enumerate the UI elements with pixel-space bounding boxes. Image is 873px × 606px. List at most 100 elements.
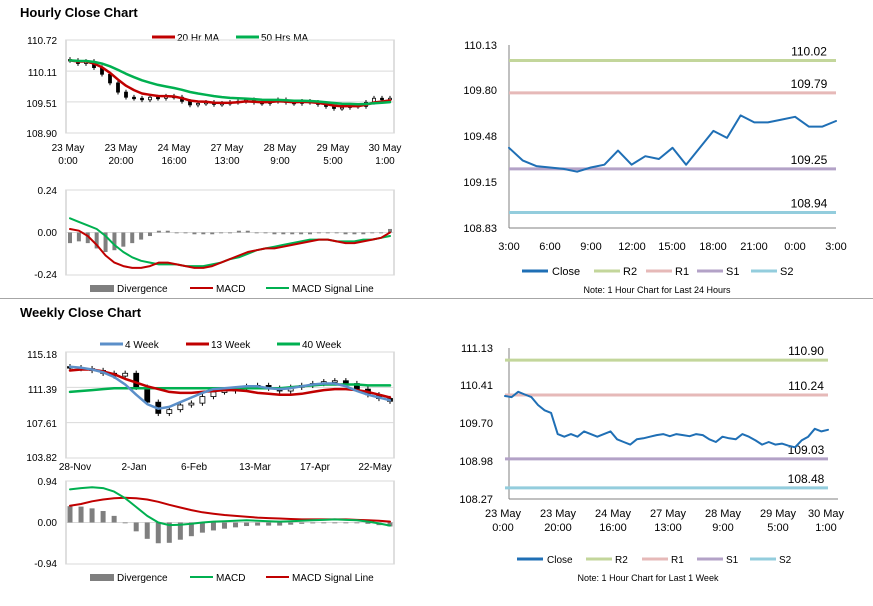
divergence-bar — [148, 232, 152, 237]
divergence-bar — [183, 232, 188, 234]
divergence-bar — [361, 232, 366, 235]
divergence-bar — [263, 232, 268, 234]
y-tick: 0.00 — [38, 228, 58, 239]
divergence-bar — [245, 230, 250, 233]
candle-body — [124, 91, 128, 98]
legend: 20 Hr MA 50 Hrs MA — [152, 33, 309, 44]
divergence-bar — [281, 232, 286, 235]
legend-r2: R2 — [623, 266, 637, 278]
divergence-bar — [111, 515, 117, 523]
level-label-s1: 109.03 — [788, 443, 825, 457]
candle-body — [166, 409, 173, 414]
y-axis: 110.72 110.11 109.51 108.90 — [26, 36, 57, 140]
y-tick: 110.11 — [28, 68, 58, 79]
level-label-r2: 110.90 — [788, 344, 824, 358]
x-tick: 5:00 — [767, 522, 788, 534]
x-tick: 27 May — [211, 143, 244, 154]
x-tick: 9:00 — [270, 156, 290, 167]
divergence-bar — [121, 232, 126, 247]
level-label-r2: 110.02 — [791, 44, 827, 58]
divergence-bar — [144, 522, 150, 539]
legend-macd: MACD — [216, 284, 245, 295]
chart-note: Note: 1 Hour Chart for Last 1 Week — [578, 573, 719, 583]
x-tick: 27 May — [650, 508, 687, 520]
legend: 4 Week 13 Week 40 Week — [100, 340, 342, 351]
level-label-r1: 110.24 — [788, 379, 824, 393]
legend-s1: S1 — [726, 266, 739, 278]
legend-swatch-divergence — [90, 574, 114, 581]
level-label-s2: 108.94 — [791, 197, 828, 211]
y-tick: 111.13 — [461, 343, 493, 355]
divergence-bar — [332, 522, 338, 524]
x-tick: 23 May — [540, 508, 577, 520]
divergence-bar — [299, 522, 305, 524]
x-tick: 0:00 — [492, 522, 513, 534]
divergence-bar — [272, 232, 277, 235]
ma4-line — [68, 365, 392, 410]
divergence-bar — [192, 232, 197, 235]
x-tick: 20:00 — [108, 156, 133, 167]
plot-frame — [65, 351, 395, 459]
x-tick: 22-May — [358, 462, 391, 473]
candle-body — [133, 372, 140, 388]
divergence-bar — [89, 508, 95, 523]
x-tick: 13-Mar — [239, 462, 271, 473]
divergence-bar — [130, 232, 135, 244]
divergence-bar — [244, 522, 250, 527]
divergence-bar — [290, 232, 295, 235]
divergence-bar — [100, 511, 106, 523]
divergence-bar — [299, 232, 304, 235]
y-tick: 108.27 — [459, 494, 493, 506]
x-axis: 28-Nov 2-Jan 6-Feb 13-Mar 17-Apr 22-May — [59, 462, 392, 473]
x-tick: 30 May — [369, 143, 402, 154]
x-tick: 23 May — [105, 143, 138, 154]
legend-s1: S1 — [726, 555, 739, 566]
divergence-bar — [370, 232, 375, 234]
x-tick: 16:00 — [599, 522, 627, 534]
signal-line — [69, 496, 391, 523]
legend: Close R2 R1 S1 S2 — [522, 266, 793, 278]
candle-body — [140, 97, 144, 101]
level-label-s2: 108.48 — [788, 472, 825, 486]
divergence-bar — [133, 522, 139, 532]
x-tick: 2-Jan — [121, 462, 146, 473]
legend-w40: 40 Week — [302, 340, 342, 351]
y-tick: 115.18 — [27, 350, 57, 361]
divergence-bar — [352, 232, 357, 235]
candle-body — [144, 386, 151, 403]
x-tick: 15:00 — [658, 241, 686, 253]
divergence-bar — [139, 232, 144, 240]
divergence-bar — [94, 232, 99, 249]
x-tick: 3:00 — [825, 241, 846, 253]
divergence-bar — [228, 232, 232, 234]
candle-body — [108, 73, 112, 84]
candle-body — [148, 96, 152, 101]
divergence-bar — [288, 522, 294, 525]
candle-body — [331, 380, 338, 383]
y-tick: 109.48 — [463, 131, 497, 143]
divergence-bar — [201, 232, 206, 235]
divergence-bar — [103, 232, 108, 252]
line-marks: 110.90 110.24 109.03 108.48 — [504, 344, 829, 490]
y-tick: 103.82 — [26, 453, 57, 464]
divergence-bar — [310, 522, 316, 524]
x-tick: 20:00 — [544, 522, 572, 534]
x-tick: 12:00 — [618, 241, 646, 253]
candle-body — [156, 96, 160, 100]
candle-body — [380, 97, 384, 101]
price-marks — [66, 351, 394, 459]
weekly-macd-chart: 0.94 0.00 -0.94 Divergence MACD MACD Sig… — [34, 477, 395, 584]
candle-body — [188, 402, 195, 406]
divergence-bar — [321, 522, 327, 524]
x-tick: 1:00 — [375, 156, 395, 167]
hourly-macd-chart: 0.24 0.00 -0.24 Divergence MACD MACD Sig… — [34, 186, 395, 295]
x-tick: 30 May — [808, 508, 845, 520]
weekly-price-chart: 4 Week 13 Week 40 Week 115.18 111.39 107… — [26, 340, 395, 473]
y-tick: -0.94 — [34, 559, 57, 570]
x-tick: 16:00 — [161, 156, 186, 167]
x-tick: 23 May — [485, 508, 522, 520]
level-label-r1: 109.79 — [791, 77, 828, 91]
x-tick: 24 May — [158, 143, 191, 154]
divergence-bar — [76, 232, 81, 242]
